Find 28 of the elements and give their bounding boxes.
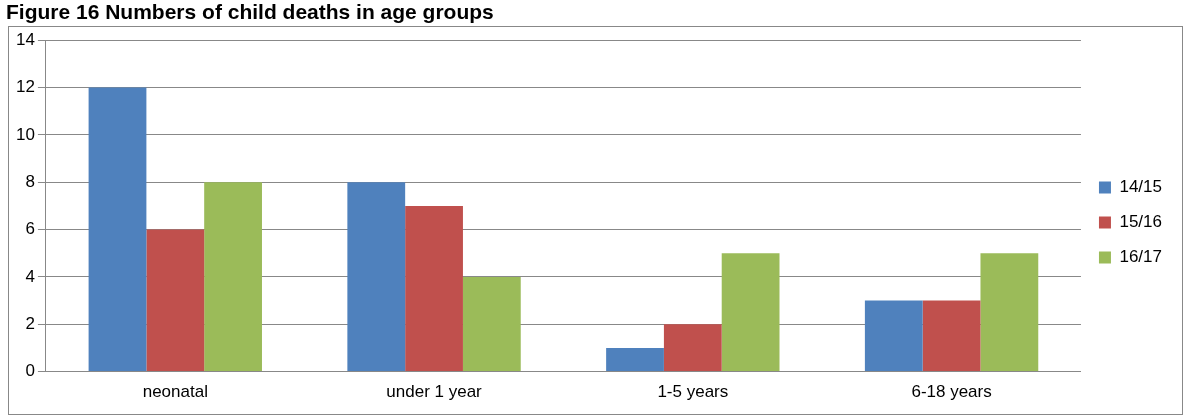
x-tick-label: 1-5 years [657,382,729,402]
x-tick-label: under 1 year [386,382,483,402]
legend-label: 15/16 [1119,212,1163,232]
bar [864,300,923,372]
y-tick-label: 0 [25,361,35,381]
legend-label: 16/17 [1119,247,1163,267]
y-tick-label: 14 [15,29,35,49]
x-tick-label: 6-18 years [911,382,992,402]
bar [980,253,1039,372]
y-tick-label: 8 [25,171,35,191]
y-tick-label: 10 [15,124,35,144]
chart-title: Figure 16 Numbers of child deaths in age groups [5,0,495,24]
legend-label: 14/15 [1119,177,1163,197]
bar [405,205,463,372]
y-tick-label: 2 [25,313,35,333]
bar [922,300,981,372]
x-tick-label: neonatal [142,382,208,402]
bar [88,87,147,372]
y-tick-label: 4 [25,266,35,286]
bar [462,276,521,372]
bar [204,182,262,372]
bar [721,253,780,372]
bar [347,182,406,372]
bar [146,229,205,372]
y-tick-label: 12 [15,77,35,97]
bar [606,347,664,372]
y-tick-label: 6 [25,219,35,239]
bar [663,324,722,372]
